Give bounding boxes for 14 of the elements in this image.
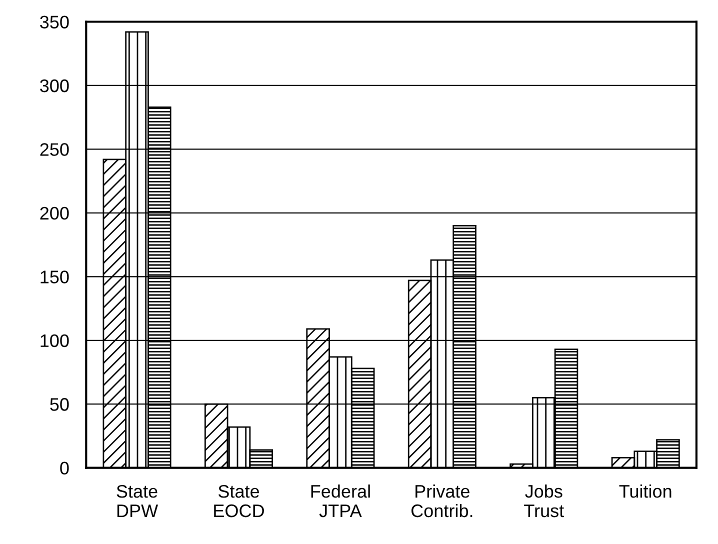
y-tick-label: 50: [50, 398, 69, 411]
y-tick-label: 350: [40, 16, 69, 28]
y-tick-label: 100: [40, 334, 69, 348]
x-tick-label: State DPW: [116, 484, 158, 518]
x-tick-label: Private Contrib.: [411, 484, 472, 518]
x-tick-label: Jobs Trust: [524, 484, 564, 518]
y-tick-label: 300: [40, 79, 69, 92]
x-tick-label: Federal JTPA: [311, 484, 370, 518]
y-tick-label: 150: [40, 270, 69, 284]
x-tick-label: State EOCD: [214, 484, 264, 518]
y-tick-label: 200: [40, 206, 69, 220]
y-tick-label: 250: [40, 143, 69, 156]
x-tick-label: Tuition: [619, 484, 672, 498]
y-tick-label: 0: [60, 462, 69, 475]
